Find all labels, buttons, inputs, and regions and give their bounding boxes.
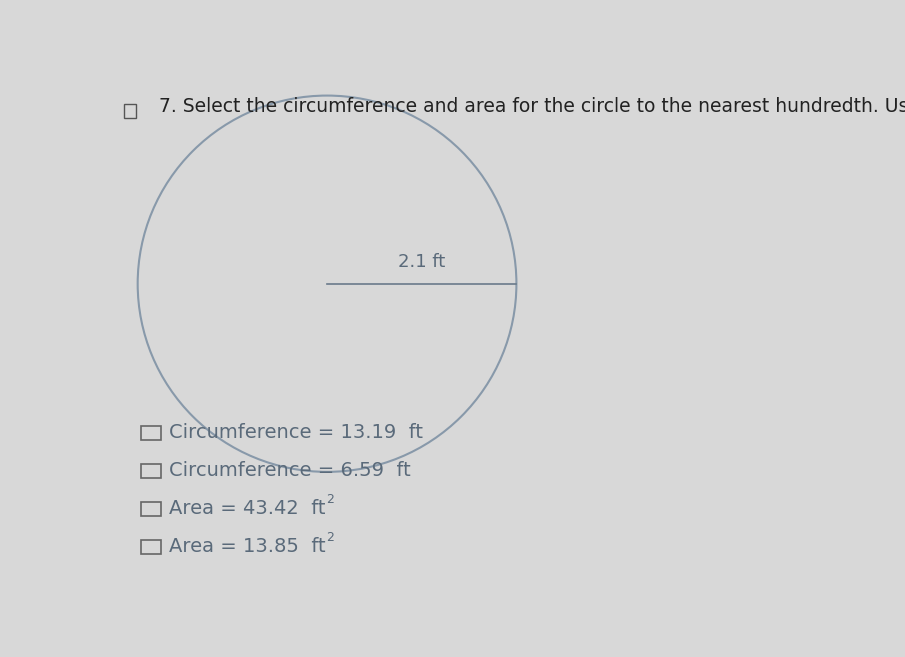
- Text: Area = 43.42  ft: Area = 43.42 ft: [169, 499, 326, 518]
- Text: 2: 2: [326, 493, 334, 507]
- Text: 2: 2: [326, 531, 334, 544]
- Text: 2.1 ft: 2.1 ft: [398, 253, 445, 271]
- Text: Area = 13.85  ft: Area = 13.85 ft: [169, 537, 326, 556]
- Text: Circumference = 13.19  ft: Circumference = 13.19 ft: [169, 424, 424, 442]
- Text: Circumference = 6.59  ft: Circumference = 6.59 ft: [169, 461, 411, 480]
- Text: 7. Select the circumference and area for the circle to the nearest hundredth. Us: 7. Select the circumference and area for…: [158, 97, 905, 116]
